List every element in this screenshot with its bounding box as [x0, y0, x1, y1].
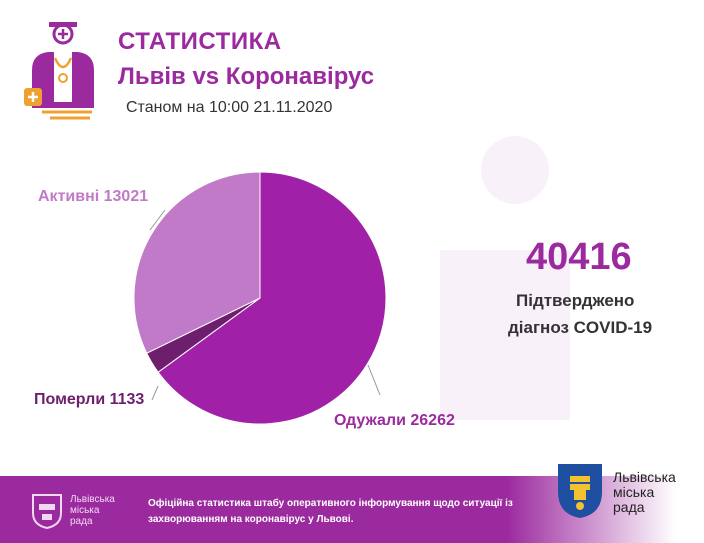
brand-name: Львівська міська рада [613, 469, 676, 515]
footer-org-name: Львівська міська рада [70, 494, 115, 527]
page-subtitle: Львів vs Коронавірус [118, 63, 375, 90]
pie-slice-recovered [157, 171, 387, 425]
lion-coat-of-arms-icon [558, 464, 602, 518]
leader-line-died [151, 385, 159, 401]
background-illustration [440, 136, 570, 420]
pie-chart [133, 171, 387, 425]
slice-label-active: Активні 13021 [38, 188, 149, 205]
slice-label-died: Померли 1133 [34, 391, 145, 408]
doctor-icon [24, 22, 94, 120]
leader-line-recovered [367, 364, 381, 396]
footer-text: Офіційна статистика штабу оперативного і… [148, 498, 513, 525]
total-caption-line2: діагноз COVID-19 [508, 318, 653, 337]
slice-label-recovered: Одужали 26262 [334, 412, 455, 429]
leader-line-active [149, 209, 166, 231]
total-confirmed: 40416 [526, 236, 632, 278]
as-of-date: Станом на 10:00 21.11.2020 [126, 99, 333, 116]
page-title: СТАТИСТИКА [118, 28, 282, 55]
city-council-emblem-icon [32, 494, 62, 530]
total-caption-line1: Підтверджено [516, 291, 635, 310]
pie-slice-active [133, 171, 261, 354]
